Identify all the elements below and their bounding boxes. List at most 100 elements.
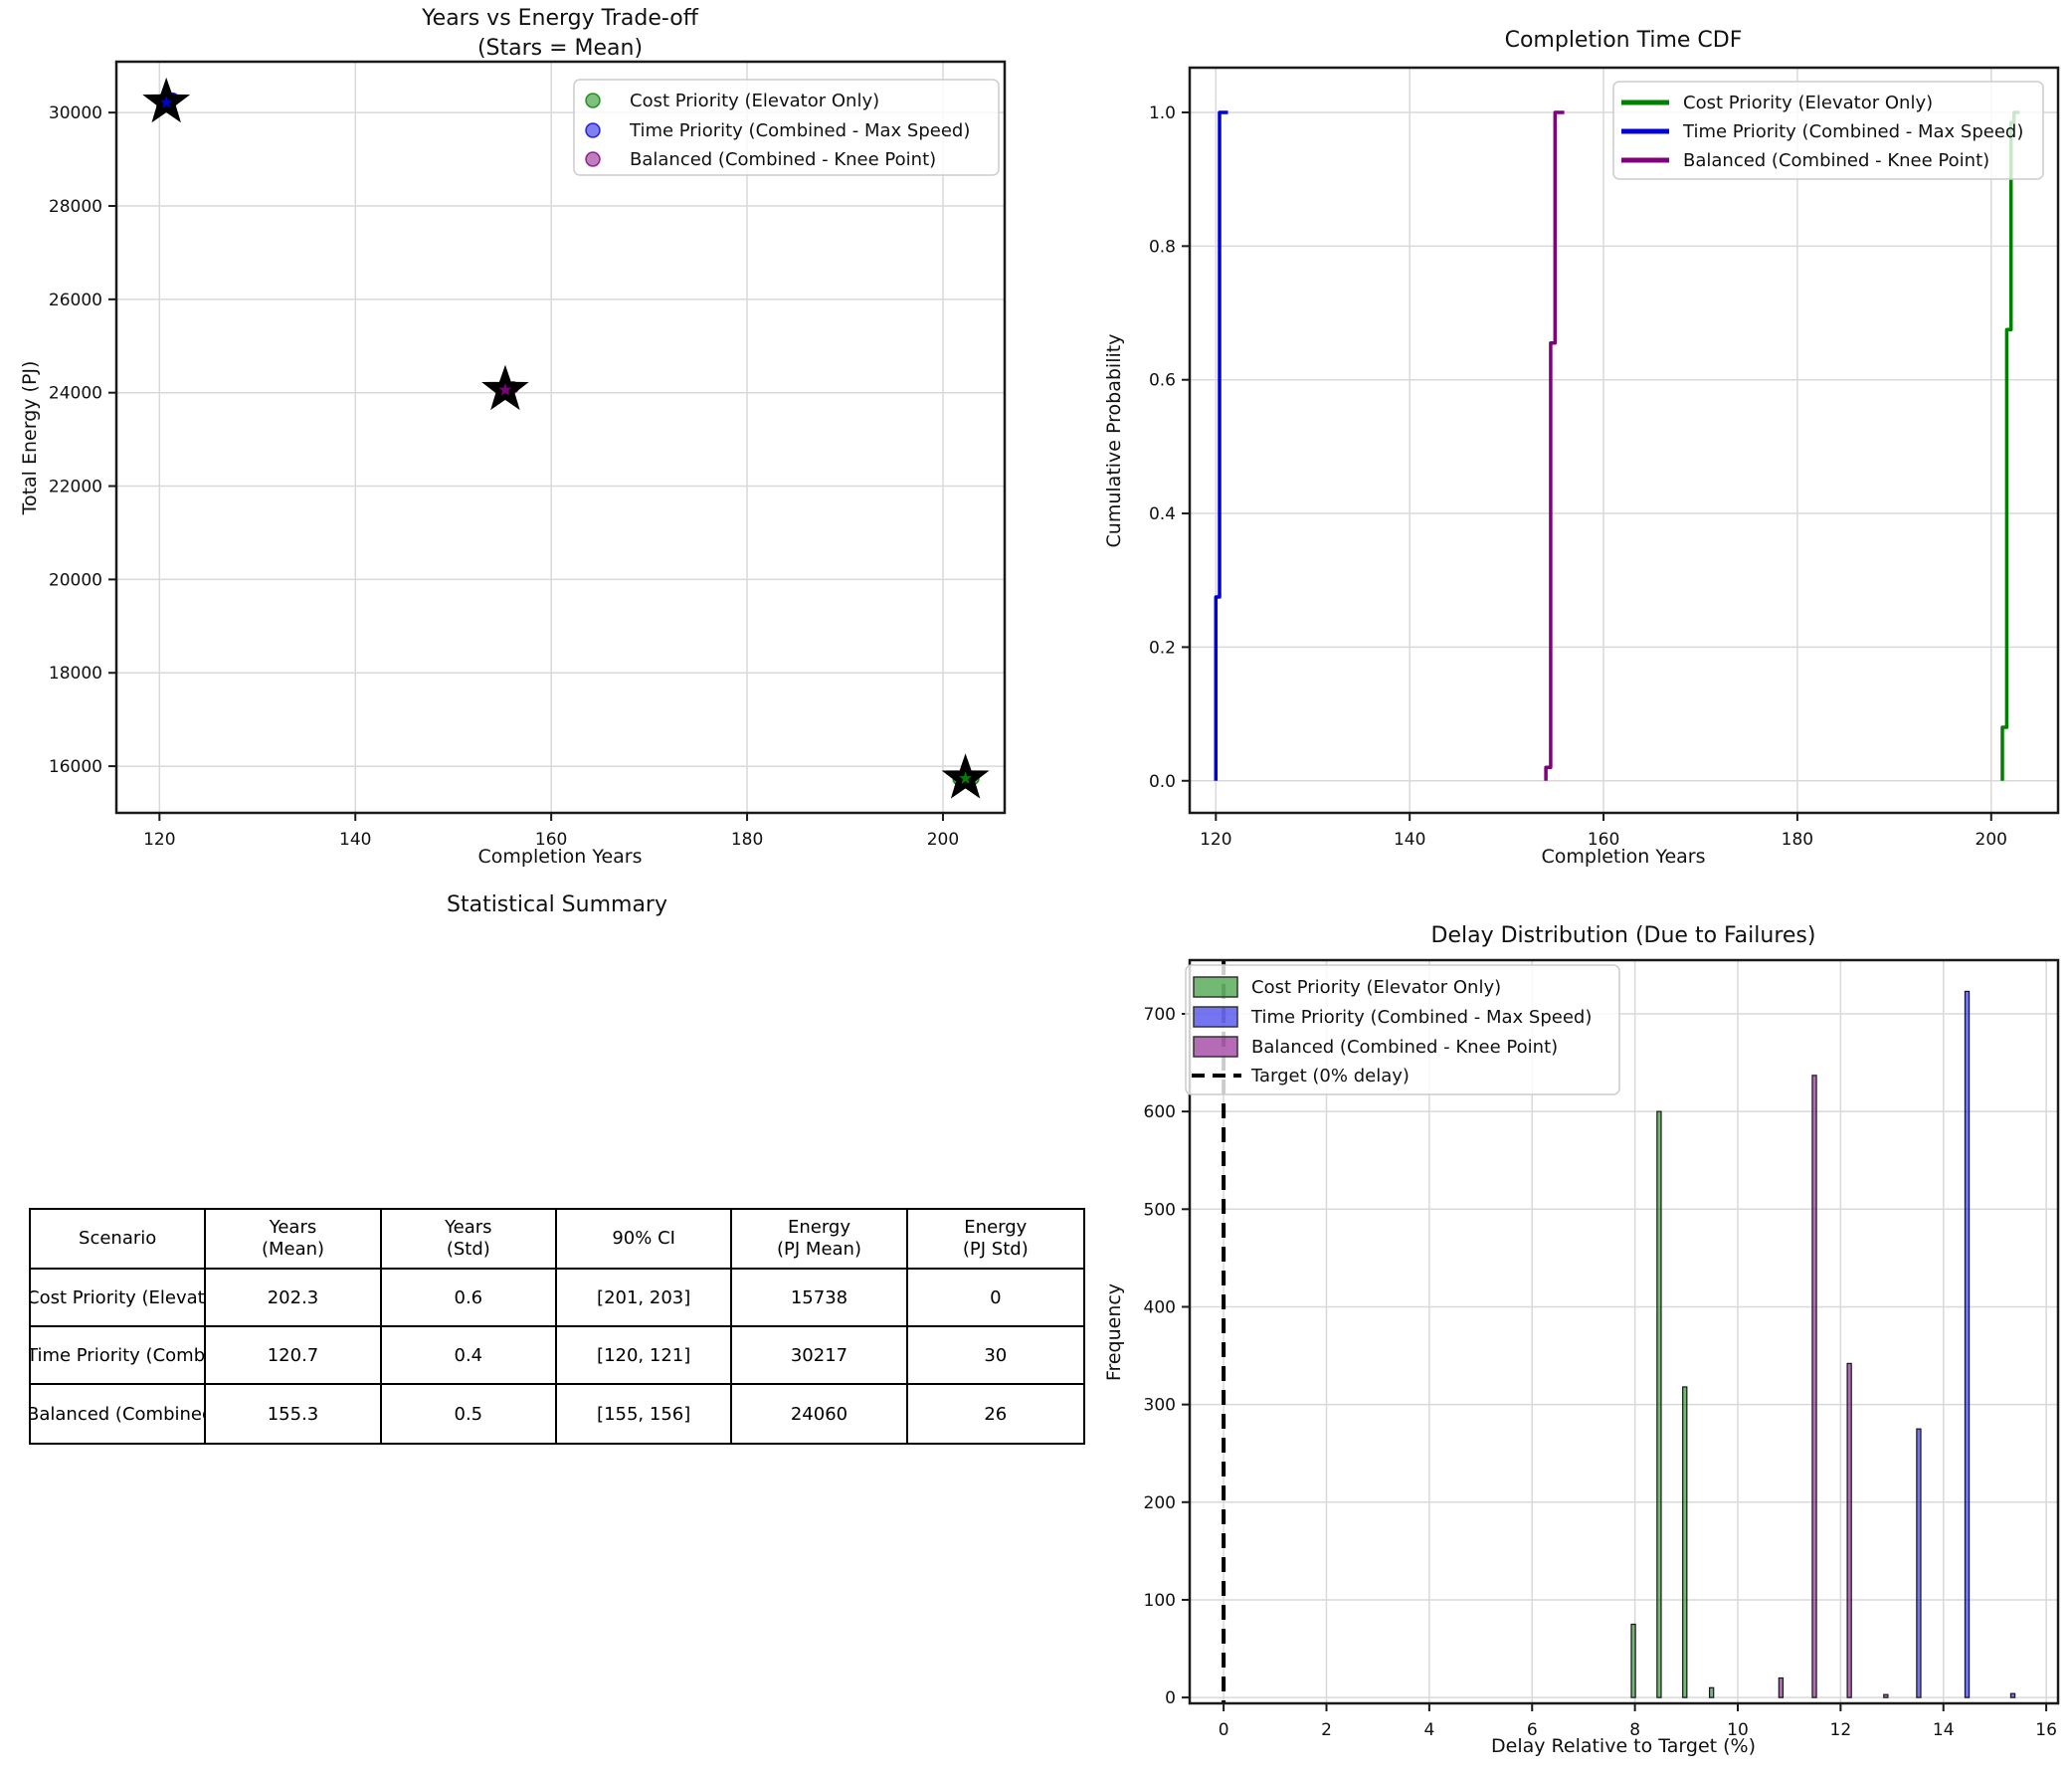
- y-tick-label: 1.0: [1149, 103, 1176, 123]
- table-cell-scenario: Balanced (Combined - Knee Point): [31, 1385, 207, 1443]
- table-cell-scenario: Time Priority (Combined - Max Speed): [31, 1327, 207, 1385]
- x-tick-label: 0: [1219, 1720, 1229, 1740]
- legend: Cost Priority (Elevator Only) Time Priori…: [573, 79, 1000, 176]
- y-tick-label: 0.8: [1149, 237, 1176, 257]
- y-tick-label: 0.4: [1149, 504, 1176, 524]
- legend-marker-patch: [1193, 976, 1238, 998]
- x-tick-label: 10: [1727, 1720, 1749, 1740]
- histogram-yaxis-label: Frequency: [1103, 1282, 1125, 1382]
- table-cell: 155.3: [206, 1385, 382, 1443]
- histogram-bar: [2009, 1692, 2016, 1698]
- histogram-bar: [1682, 1386, 1688, 1698]
- scatter-xaxis-label: Completion Years: [477, 846, 643, 868]
- scenario-name: Balanced (Combined - Knee Point): [31, 1403, 207, 1425]
- table-title: Statistical Summary: [446, 892, 668, 917]
- legend: Cost Priority (Elevator Only) Time Priori…: [1185, 964, 1620, 1095]
- table-cell: 202.3: [206, 1270, 382, 1327]
- table-header-years-std: Years (Std): [381, 1210, 557, 1270]
- table-cell: 0.5: [382, 1385, 557, 1443]
- scatter-subtitle: (Stars = Mean): [476, 36, 644, 61]
- chart-tradeoff-scatter: 120 140 160 180 200 16000 18000 20000 22000 24000…: [49, 60, 1007, 850]
- histogram-bar: [1883, 1693, 1889, 1698]
- y-tick-label: 200: [1144, 1493, 1176, 1513]
- histogram-bar: [1964, 990, 1971, 1698]
- table-header-90ci: 90% CI: [556, 1210, 733, 1270]
- y-tick-label: 20000: [49, 570, 102, 590]
- x-tick-label: 14: [1933, 1720, 1955, 1740]
- cdf-xaxis-label: Completion Years: [1541, 846, 1706, 868]
- cdf-line: [2000, 110, 2020, 781]
- table-cell: 120.7: [206, 1327, 382, 1385]
- axes-border: [114, 60, 1007, 815]
- table-cell: 30217: [732, 1327, 908, 1385]
- legend-label: Target (0% delay): [1250, 1066, 1410, 1086]
- table-cell: 0: [907, 1270, 1083, 1327]
- legend-label: Cost Priority (Elevator Only): [1683, 93, 1933, 113]
- cdf-line: [1544, 110, 1565, 781]
- x-tick-label: 120: [1200, 830, 1231, 850]
- histogram-bar: [1778, 1676, 1785, 1698]
- legend-marker-patch: [1193, 1006, 1238, 1028]
- x-tick-label: 8: [1629, 1720, 1640, 1740]
- legend-label: Balanced (Combined - Knee Point): [1683, 150, 1989, 171]
- mean-star-marker: [142, 77, 191, 123]
- table-cell: 30: [907, 1327, 1083, 1385]
- y-tick-label: 26000: [49, 291, 102, 310]
- table-cell: [155, 156]: [557, 1385, 733, 1443]
- table-cell: [201, 203]: [556, 1270, 733, 1327]
- x-tick-label: 140: [339, 830, 371, 850]
- y-tick-label: 24000: [49, 384, 102, 404]
- legend-label: Cost Priority (Elevator Only): [1251, 977, 1501, 998]
- legend-label: Balanced (Combined - Knee Point): [630, 149, 936, 170]
- y-tick-label: 0.0: [1149, 772, 1176, 792]
- legend: Cost Priority (Elevator Only) Time Priori…: [1612, 81, 2044, 180]
- table-header-energy-mean: Energy (PJ Mean): [732, 1210, 908, 1270]
- x-tick-label: 200: [927, 830, 959, 850]
- y-tick-label: 0.2: [1149, 638, 1176, 658]
- histogram-bar: [1656, 1110, 1662, 1698]
- y-tick-label: 28000: [49, 197, 102, 217]
- y-tick-label: 600: [1144, 1102, 1176, 1122]
- table-header-scenario: Scenario: [31, 1210, 207, 1270]
- y-tick-label: 300: [1144, 1396, 1176, 1416]
- legend-box: [1612, 81, 2044, 180]
- y-tick-label: 100: [1144, 1591, 1176, 1611]
- table-cell: 0.4: [381, 1327, 557, 1385]
- y-tick-label: 0: [1165, 1688, 1176, 1708]
- histogram-bar: [1630, 1623, 1636, 1698]
- histogram-xaxis-label: Delay Relative to Target (%): [1491, 1735, 1756, 1757]
- y-tick-label: 22000: [49, 478, 102, 497]
- x-tick-label: 160: [535, 830, 567, 850]
- y-tick-label: 0.6: [1149, 371, 1176, 391]
- scatter-yaxis-label: Total Energy (PJ): [19, 360, 41, 515]
- y-tick-label: 500: [1144, 1200, 1176, 1220]
- cdf-yaxis-label: Cumulative Probability: [1103, 333, 1125, 548]
- legend-marker-patch: [1193, 1036, 1238, 1058]
- x-tick-label: 180: [1782, 830, 1813, 850]
- legend-label: Time Priority (Combined - Max Speed): [629, 120, 970, 141]
- table-header-years-mean: Years (Mean): [206, 1210, 382, 1270]
- scatter-title: Years vs Energy Trade-off: [422, 6, 698, 31]
- legend-marker-circle: [585, 122, 601, 138]
- legend-marker-circle: [585, 93, 601, 108]
- x-tick-label: 16: [2035, 1720, 2057, 1740]
- legend-label: Cost Priority (Elevator Only): [630, 91, 879, 111]
- axes-border: [1188, 958, 2060, 1705]
- histogram-bar: [1916, 1428, 1922, 1698]
- legend-label: Balanced (Combined - Knee Point): [1251, 1037, 1558, 1058]
- chart-delay-histogram: 0 2 4 6 8 10 12 14 16 0 100 200 300 400 500 600 700 Cost …: [1144, 958, 2060, 1740]
- y-tick-label: 16000: [49, 757, 102, 777]
- y-tick-label: 18000: [49, 664, 102, 684]
- axes-border: [1188, 66, 2060, 815]
- x-tick-label: 200: [1976, 830, 2007, 850]
- x-tick-label: 140: [1394, 830, 1425, 850]
- scenario-name: Cost Priority (Elevator Only): [31, 1286, 205, 1308]
- chart-completion-cdf: 120 140 160 180 200 0.0 0.2 0.4 0.6 0.8 1.0 Cost Pr…: [1149, 66, 2060, 850]
- legend-box: [573, 79, 1000, 176]
- table-cell: 26: [984, 1403, 1008, 1425]
- cdf-title: Completion Time CDF: [1504, 28, 1743, 53]
- histogram-bar: [1811, 1075, 1817, 1698]
- histogram-bar: [1708, 1686, 1715, 1698]
